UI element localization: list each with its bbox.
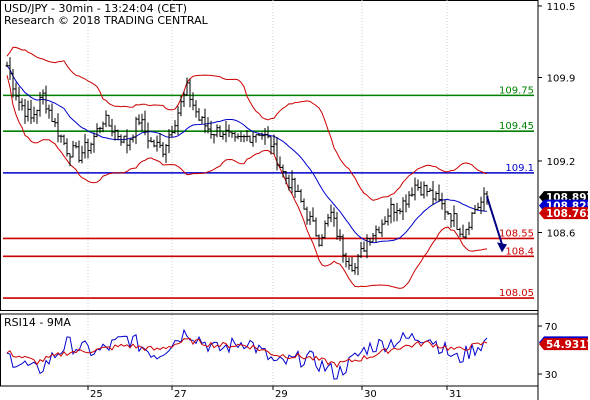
x-tick-label: 30 bbox=[364, 389, 377, 400]
x-tick-label: 27 bbox=[174, 389, 187, 400]
forecast-arrow-line bbox=[486, 196, 503, 245]
y-tick-label: 109.2 bbox=[547, 157, 576, 168]
rsi-y-tick-label: 30 bbox=[545, 370, 558, 381]
y-tick-label: 110.5 bbox=[547, 2, 576, 13]
level-label: 109.45 bbox=[499, 121, 534, 132]
level-label: 109.75 bbox=[499, 85, 534, 96]
main-panel-frame bbox=[0, 0, 539, 311]
chart-title: USD/JPY - 30min - 13:24:04 (CET) bbox=[4, 2, 188, 15]
x-tick-label: 25 bbox=[90, 389, 103, 400]
moving-average-line bbox=[6, 65, 488, 244]
x-tick-label: 31 bbox=[449, 389, 462, 400]
rsi-title: RSI14 - 9MA bbox=[4, 316, 71, 329]
level-label: 108.05 bbox=[499, 288, 534, 299]
level-label: 108.55 bbox=[499, 228, 534, 239]
value-box-bollinger bbox=[539, 207, 588, 220]
copyright-label: Research © 2018 TRADING CENTRAL bbox=[4, 14, 208, 27]
rsi-y-tick-label: 70 bbox=[545, 322, 558, 333]
value-box-rsi_ma bbox=[539, 338, 588, 351]
x-tick-label: 29 bbox=[275, 389, 288, 400]
level-label: 109.1 bbox=[505, 163, 534, 174]
y-tick-label: 109.9 bbox=[547, 74, 576, 85]
value-box-label: 108.762 bbox=[546, 208, 590, 220]
value-box-label: 54.9317 bbox=[546, 339, 590, 351]
level-label: 108.4 bbox=[505, 246, 534, 257]
rsi-series-line-rsi_ma bbox=[6, 337, 488, 368]
bollinger-upper-line bbox=[6, 46, 488, 201]
bollinger-lower-line bbox=[6, 75, 488, 289]
forecast-arrow-head bbox=[497, 242, 507, 253]
y-tick-label: 108.6 bbox=[547, 229, 576, 240]
